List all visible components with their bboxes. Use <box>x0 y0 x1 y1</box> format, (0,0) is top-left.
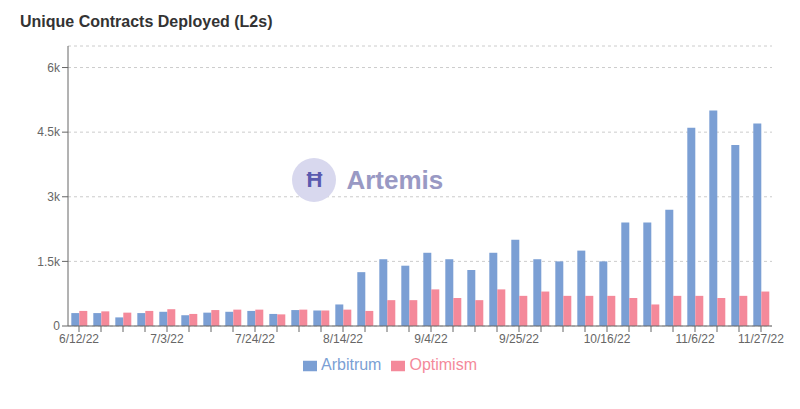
svg-text:1.5k: 1.5k <box>37 255 61 269</box>
svg-text:6/12/22: 6/12/22 <box>59 332 99 346</box>
svg-text:8/14/22: 8/14/22 <box>323 332 363 346</box>
svg-text:0: 0 <box>53 319 60 333</box>
svg-text:11/6/22: 11/6/22 <box>675 332 714 346</box>
svg-text:9/4/22: 9/4/22 <box>414 332 448 346</box>
svg-text:7/3/22: 7/3/22 <box>150 332 184 346</box>
svg-text:9/25/22: 9/25/22 <box>499 332 539 346</box>
svg-text:10/16/22: 10/16/22 <box>584 332 631 346</box>
html-text:Artemis: Artemis <box>346 164 444 195</box>
svg-text:4.5k: 4.5k <box>37 125 61 139</box>
svg-text:3k: 3k <box>47 190 61 204</box>
html-text:Arbitrum: Arbitrum <box>321 356 382 373</box>
svg-text:7/24/22: 7/24/22 <box>235 332 275 346</box>
html-text:Ħ: Ħ <box>306 167 323 193</box>
svg-text:11/27/22: 11/27/22 <box>738 332 784 346</box>
svg-text:6k: 6k <box>47 61 61 75</box>
html-text:Unique Contracts Deployed (L2s: Unique Contracts Deployed (L2s) <box>20 13 273 30</box>
html-text:Optimism: Optimism <box>409 356 477 373</box>
